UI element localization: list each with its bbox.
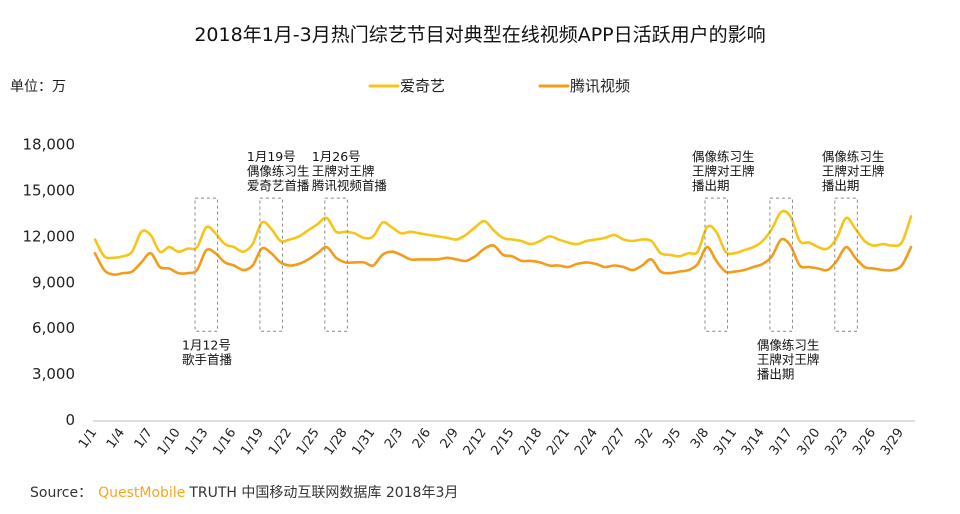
x-tick-label: 3/20 (795, 426, 824, 459)
annotations: 1月12号歌手首播1月19号偶像练习生爱奇艺首播1月26号王牌对王牌腾讯视频首播… (182, 149, 884, 381)
x-tick-label: 3/17 (767, 426, 796, 459)
chart-title: 2018年1月-3月热门综艺节目对典型在线视频APP日活跃用户的影响 (194, 24, 765, 46)
x-axis: 1/1 1/4 1/71/101/131/161/191/221/251/281/3… (76, 420, 915, 459)
x-tick-label: 2/9 (438, 426, 462, 452)
x-tick-label: 2/12 (461, 426, 490, 459)
x-tick-label: 1/1 (76, 426, 100, 452)
annotation-box (259, 197, 283, 332)
series-lines (93, 209, 913, 277)
x-tick-label: 3/2 (632, 426, 656, 452)
annotation-box (769, 197, 793, 332)
x-tick-label: 3/14 (739, 426, 768, 459)
x-tick-label: 1/4 (104, 426, 128, 452)
x-tick-label: 3/8 (688, 426, 712, 452)
source-note: Source： QuestMobile TRUTH 中国移动互联网数据库 2018年… (30, 485, 458, 501)
annotation-label: 1月12号 (182, 337, 231, 352)
x-tick-label: 1/22 (266, 426, 295, 459)
x-tick-label: 3/29 (878, 426, 907, 459)
annotation-label: 王牌对王牌 (822, 164, 885, 179)
x-tick-label: 2/24 (572, 426, 601, 459)
x-tick-label: 2/27 (600, 426, 629, 459)
y-tick-label: 3,000 (32, 365, 75, 383)
x-tick-label: 3/11 (711, 426, 740, 459)
series-line-2 (93, 237, 913, 277)
x-tick-label: 1/19 (238, 426, 267, 459)
y-tick-label: 0 (65, 411, 75, 429)
annotation-label: 1月26号 (312, 149, 361, 164)
x-tick-label: 3/23 (822, 426, 851, 459)
x-tick-label: 2/3 (382, 426, 406, 452)
x-tick-label: 3/5 (660, 426, 684, 452)
x-tick-label: 1/25 (294, 426, 323, 459)
x-tick-label: 2/15 (489, 426, 518, 459)
annotation-label: 播出期 (757, 366, 795, 381)
annotation-box (704, 197, 729, 332)
y-tick-label: 15,000 (23, 182, 76, 200)
annotation-label: 偶像练习生 (247, 164, 310, 179)
annotation-label: 偶像练习生 (757, 337, 820, 352)
y-axis: 0 3,000 6,000 9,000 12,000 15,000 18,000 (23, 136, 76, 429)
annotation-label: 腾讯视频首播 (312, 178, 388, 193)
y-tick-label: 12,000 (23, 227, 76, 245)
annotation-label: 偶像练习生 (692, 149, 755, 164)
annotation-label: 播出期 (822, 178, 860, 193)
x-tick-label: 1/10 (155, 426, 184, 459)
y-tick-label: 18,000 (23, 136, 76, 154)
annotation-label: 1月19号 (247, 149, 296, 164)
annotation-label: 播出期 (692, 178, 730, 193)
annotation-label: 偶像练习生 (822, 149, 885, 164)
legend-label: 爱奇艺 (400, 77, 445, 95)
x-tick-label: 2/6 (410, 426, 434, 452)
x-tick-label: 2/18 (516, 426, 545, 459)
x-tick-label: 1/13 (183, 426, 212, 459)
unit-label: 单位：万 (10, 79, 66, 95)
y-tick-label: 9,000 (32, 273, 75, 291)
x-tick-label: 1/16 (210, 426, 239, 459)
annotation-label: 爱奇艺首播 (247, 178, 310, 193)
x-tick-label: 1/7 (132, 426, 156, 452)
x-tick-label: 3/26 (850, 426, 879, 459)
legend-label: 腾讯视频 (570, 77, 630, 95)
source-rest: TRUTH 中国移动互联网数据库 2018年3月 (188, 485, 458, 501)
annotation-label: 王牌对王牌 (692, 164, 755, 179)
source-brand: QuestMobile (98, 485, 185, 501)
annotation-label: 王牌对王牌 (757, 352, 820, 367)
annotation-label: 歌手首播 (182, 352, 233, 367)
x-tick-label: 2/21 (544, 426, 573, 459)
x-tick-label: 1/28 (322, 426, 351, 459)
y-tick-label: 6,000 (32, 319, 75, 337)
legend: 爱奇艺 腾讯视频 (368, 77, 630, 95)
source-prefix: Source： (30, 485, 92, 501)
x-tick-label: 1/31 (349, 426, 378, 459)
series-line-1 (93, 209, 913, 260)
annotation-label: 王牌对王牌 (312, 164, 375, 179)
